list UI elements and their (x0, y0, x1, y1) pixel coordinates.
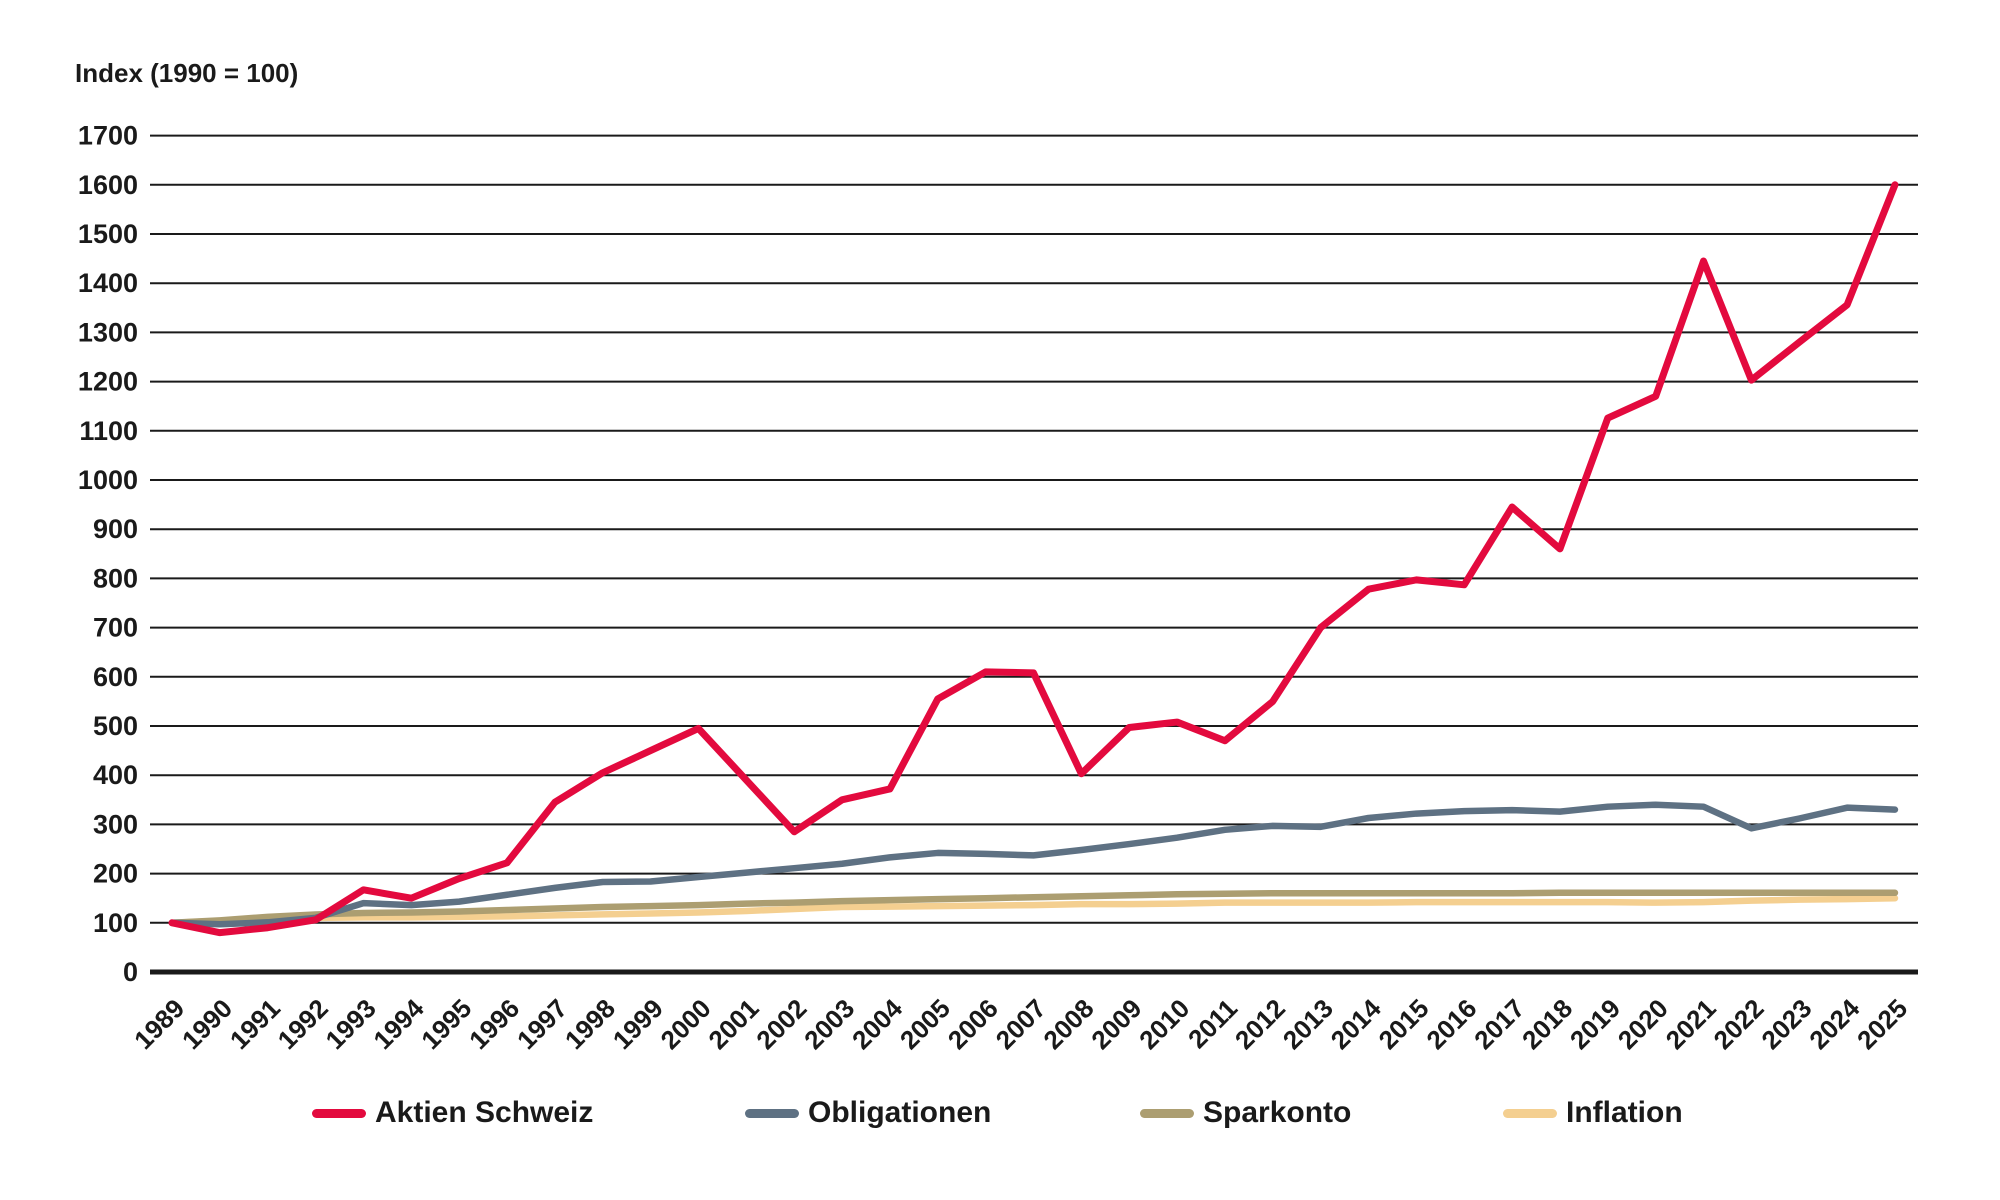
x-tick-label: 2000 (655, 993, 717, 1055)
y-tick-label: 800 (93, 563, 138, 593)
x-tick-label: 2011 (1182, 993, 1243, 1054)
y-tick-label: 1400 (78, 268, 138, 298)
legend-item-obligationen: Obligationen (745, 1096, 991, 1130)
x-tick-label: 1992 (272, 993, 334, 1055)
legend-item-inflation: Inflation (1503, 1096, 1683, 1130)
legend-swatch-inflation (1503, 1108, 1557, 1118)
x-tick-label: 2001 (702, 993, 764, 1055)
x-tick-label: 2024 (1803, 993, 1865, 1055)
x-tick-label: 2019 (1564, 993, 1626, 1055)
series-line-aktien-schweiz (168, 181, 1899, 937)
x-tick-label: 2018 (1516, 993, 1578, 1055)
legend-label-sparkonto: Sparkonto (1203, 1096, 1352, 1129)
y-tick-label: 1600 (78, 170, 138, 200)
legend-item-aktien-schweiz: Aktien Schweiz (312, 1096, 593, 1130)
legend-swatch-obligationen (745, 1108, 799, 1118)
y-tick-label: 900 (93, 514, 138, 544)
x-tick-label: 2005 (894, 993, 956, 1055)
series-line-obligationen (168, 801, 1899, 928)
x-tick-label: 1997 (511, 993, 573, 1055)
y-tick-label: 100 (93, 908, 138, 938)
x-tick-label: 2002 (750, 993, 812, 1055)
x-tick-label: 2015 (1372, 993, 1434, 1055)
y-tick-label: 1500 (78, 219, 138, 249)
y-tick-label: 1100 (79, 416, 138, 446)
y-tick-label: 300 (93, 809, 138, 839)
y-tick-label: 600 (93, 662, 138, 692)
legend-item-sparkonto: Sparkonto (1140, 1096, 1351, 1130)
chart-title: Index (1990 = 100) (75, 58, 299, 88)
x-tick-label: 2025 (1851, 993, 1913, 1055)
x-tick-label: 2009 (1085, 993, 1147, 1055)
y-tick-label: 1000 (78, 465, 138, 495)
x-tick-label: 2006 (942, 993, 1004, 1055)
legend-label-aktien-schweiz: Aktien Schweiz (375, 1096, 594, 1129)
x-tick-label: 1998 (559, 993, 621, 1055)
y-tick-label: 0 (123, 957, 138, 987)
x-tick-label: 2017 (1468, 993, 1530, 1055)
x-tick-label: 1995 (415, 993, 477, 1055)
x-tick-label: 2022 (1708, 993, 1770, 1055)
x-tick-label: 2020 (1612, 993, 1674, 1055)
x-tick-label: 1993 (320, 993, 382, 1055)
x-tick-label: 1999 (607, 993, 669, 1055)
legend-label-inflation: Inflation (1566, 1096, 1683, 1129)
x-tick-label: 1996 (463, 993, 525, 1055)
x-tick-label: 2014 (1325, 993, 1387, 1055)
x-tick-label: 2023 (1755, 993, 1817, 1055)
y-tick-label: 1300 (78, 317, 138, 347)
x-tick-label: 2016 (1420, 993, 1482, 1055)
series-line-sparkonto (168, 889, 1899, 927)
y-tick-label: 1200 (78, 367, 138, 397)
x-tick-label: 1994 (367, 993, 429, 1055)
x-tick-label: 2021 (1660, 993, 1722, 1055)
y-tick-label: 700 (93, 613, 138, 643)
y-tick-label: 1700 (78, 121, 138, 151)
x-tick-label: 2004 (846, 993, 908, 1055)
x-tick-label: 2007 (990, 993, 1052, 1055)
x-tick-label: 1990 (176, 993, 238, 1055)
x-tick-label: 2013 (1277, 993, 1339, 1055)
x-tick-label: 2012 (1229, 993, 1291, 1055)
y-tick-label: 400 (93, 760, 138, 790)
legend-swatch-aktien-schweiz (312, 1108, 366, 1118)
x-tick-label: 2008 (1037, 993, 1099, 1055)
y-tick-label: 500 (93, 711, 138, 741)
x-tick-label: 2010 (1133, 993, 1195, 1055)
series-line-inflation (168, 894, 1899, 927)
x-tick-label: 1991 (224, 993, 286, 1055)
x-tick-label: 1989 (128, 993, 190, 1055)
y-tick-label: 200 (93, 859, 138, 889)
x-tick-label: 2003 (798, 993, 860, 1055)
legend-swatch-sparkonto (1140, 1108, 1194, 1118)
legend-label-obligationen: Obligationen (808, 1096, 992, 1129)
